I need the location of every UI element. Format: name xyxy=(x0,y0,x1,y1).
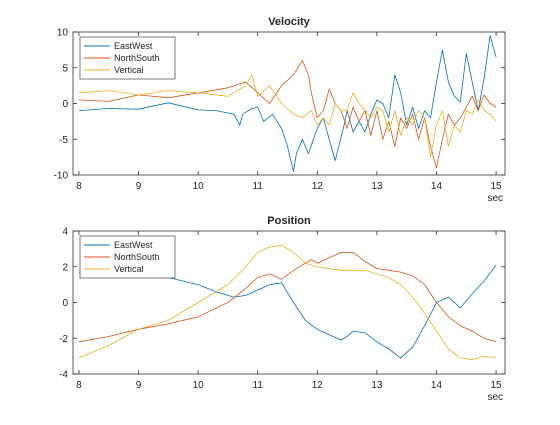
x-axis-label: sec xyxy=(487,193,503,204)
legend-label: EastWest xyxy=(114,240,153,250)
x-tick-label: 8 xyxy=(76,181,82,192)
series-line-vertical xyxy=(78,74,497,158)
x-tick-label: 15 xyxy=(490,380,502,391)
series-line-northsouth xyxy=(78,251,497,343)
x-tick-label: 14 xyxy=(431,380,443,391)
chart-velocity: Velocity 8 9 10 11 12 13 14 15 -10 -5 0 5 10 sec EastWe… xyxy=(54,16,506,204)
x-tick-label: 8 xyxy=(76,380,82,391)
series-line-vertical xyxy=(78,244,497,361)
series-line-eastwest xyxy=(78,264,497,359)
y-tick-label: -5 xyxy=(59,135,68,146)
y-tick-label: -2 xyxy=(59,334,68,345)
y-tick-label: 0 xyxy=(62,298,68,309)
chart-title: Velocity xyxy=(268,16,310,28)
x-tick-label: 13 xyxy=(371,181,383,192)
series-line-eastwest xyxy=(78,35,497,172)
x-tick-label: 14 xyxy=(431,181,443,192)
y-tick-label: 5 xyxy=(62,63,68,74)
legend-label: Vertical xyxy=(114,65,144,75)
legend: EastWest NorthSouth Vertical xyxy=(79,235,176,279)
y-tick-label: -4 xyxy=(59,370,68,381)
y-tick-label: 0 xyxy=(62,99,68,110)
y-tick-label: 10 xyxy=(57,28,69,39)
x-axis-label: sec xyxy=(487,392,503,403)
legend: EastWest NorthSouth Vertical xyxy=(79,36,176,80)
x-tick-label: 10 xyxy=(193,181,205,192)
chart-position: Position 8 9 10 11 12 13 14 15 -4 -2 0 2 4 sec EastWest… xyxy=(59,215,506,403)
legend-label: NorthSouth xyxy=(114,252,160,262)
legend-label: NorthSouth xyxy=(114,53,160,63)
x-tick-label: 9 xyxy=(136,181,142,192)
x-tick-label: 13 xyxy=(371,380,383,391)
y-tick-label: 4 xyxy=(62,227,68,238)
x-tick-label: 15 xyxy=(490,181,502,192)
x-tick-label: 10 xyxy=(193,380,205,391)
chart-title: Position xyxy=(267,215,311,227)
x-tick-label: 11 xyxy=(253,380,264,391)
x-tick-label: 12 xyxy=(312,380,324,391)
y-tick-label: 2 xyxy=(62,262,68,273)
legend-label: EastWest xyxy=(114,41,153,51)
x-tick-label: 11 xyxy=(253,181,264,192)
legend-label: Vertical xyxy=(114,264,144,274)
x-tick-label: 12 xyxy=(312,181,324,192)
y-tick-label: -10 xyxy=(54,171,69,182)
x-tick-label: 9 xyxy=(136,380,142,391)
